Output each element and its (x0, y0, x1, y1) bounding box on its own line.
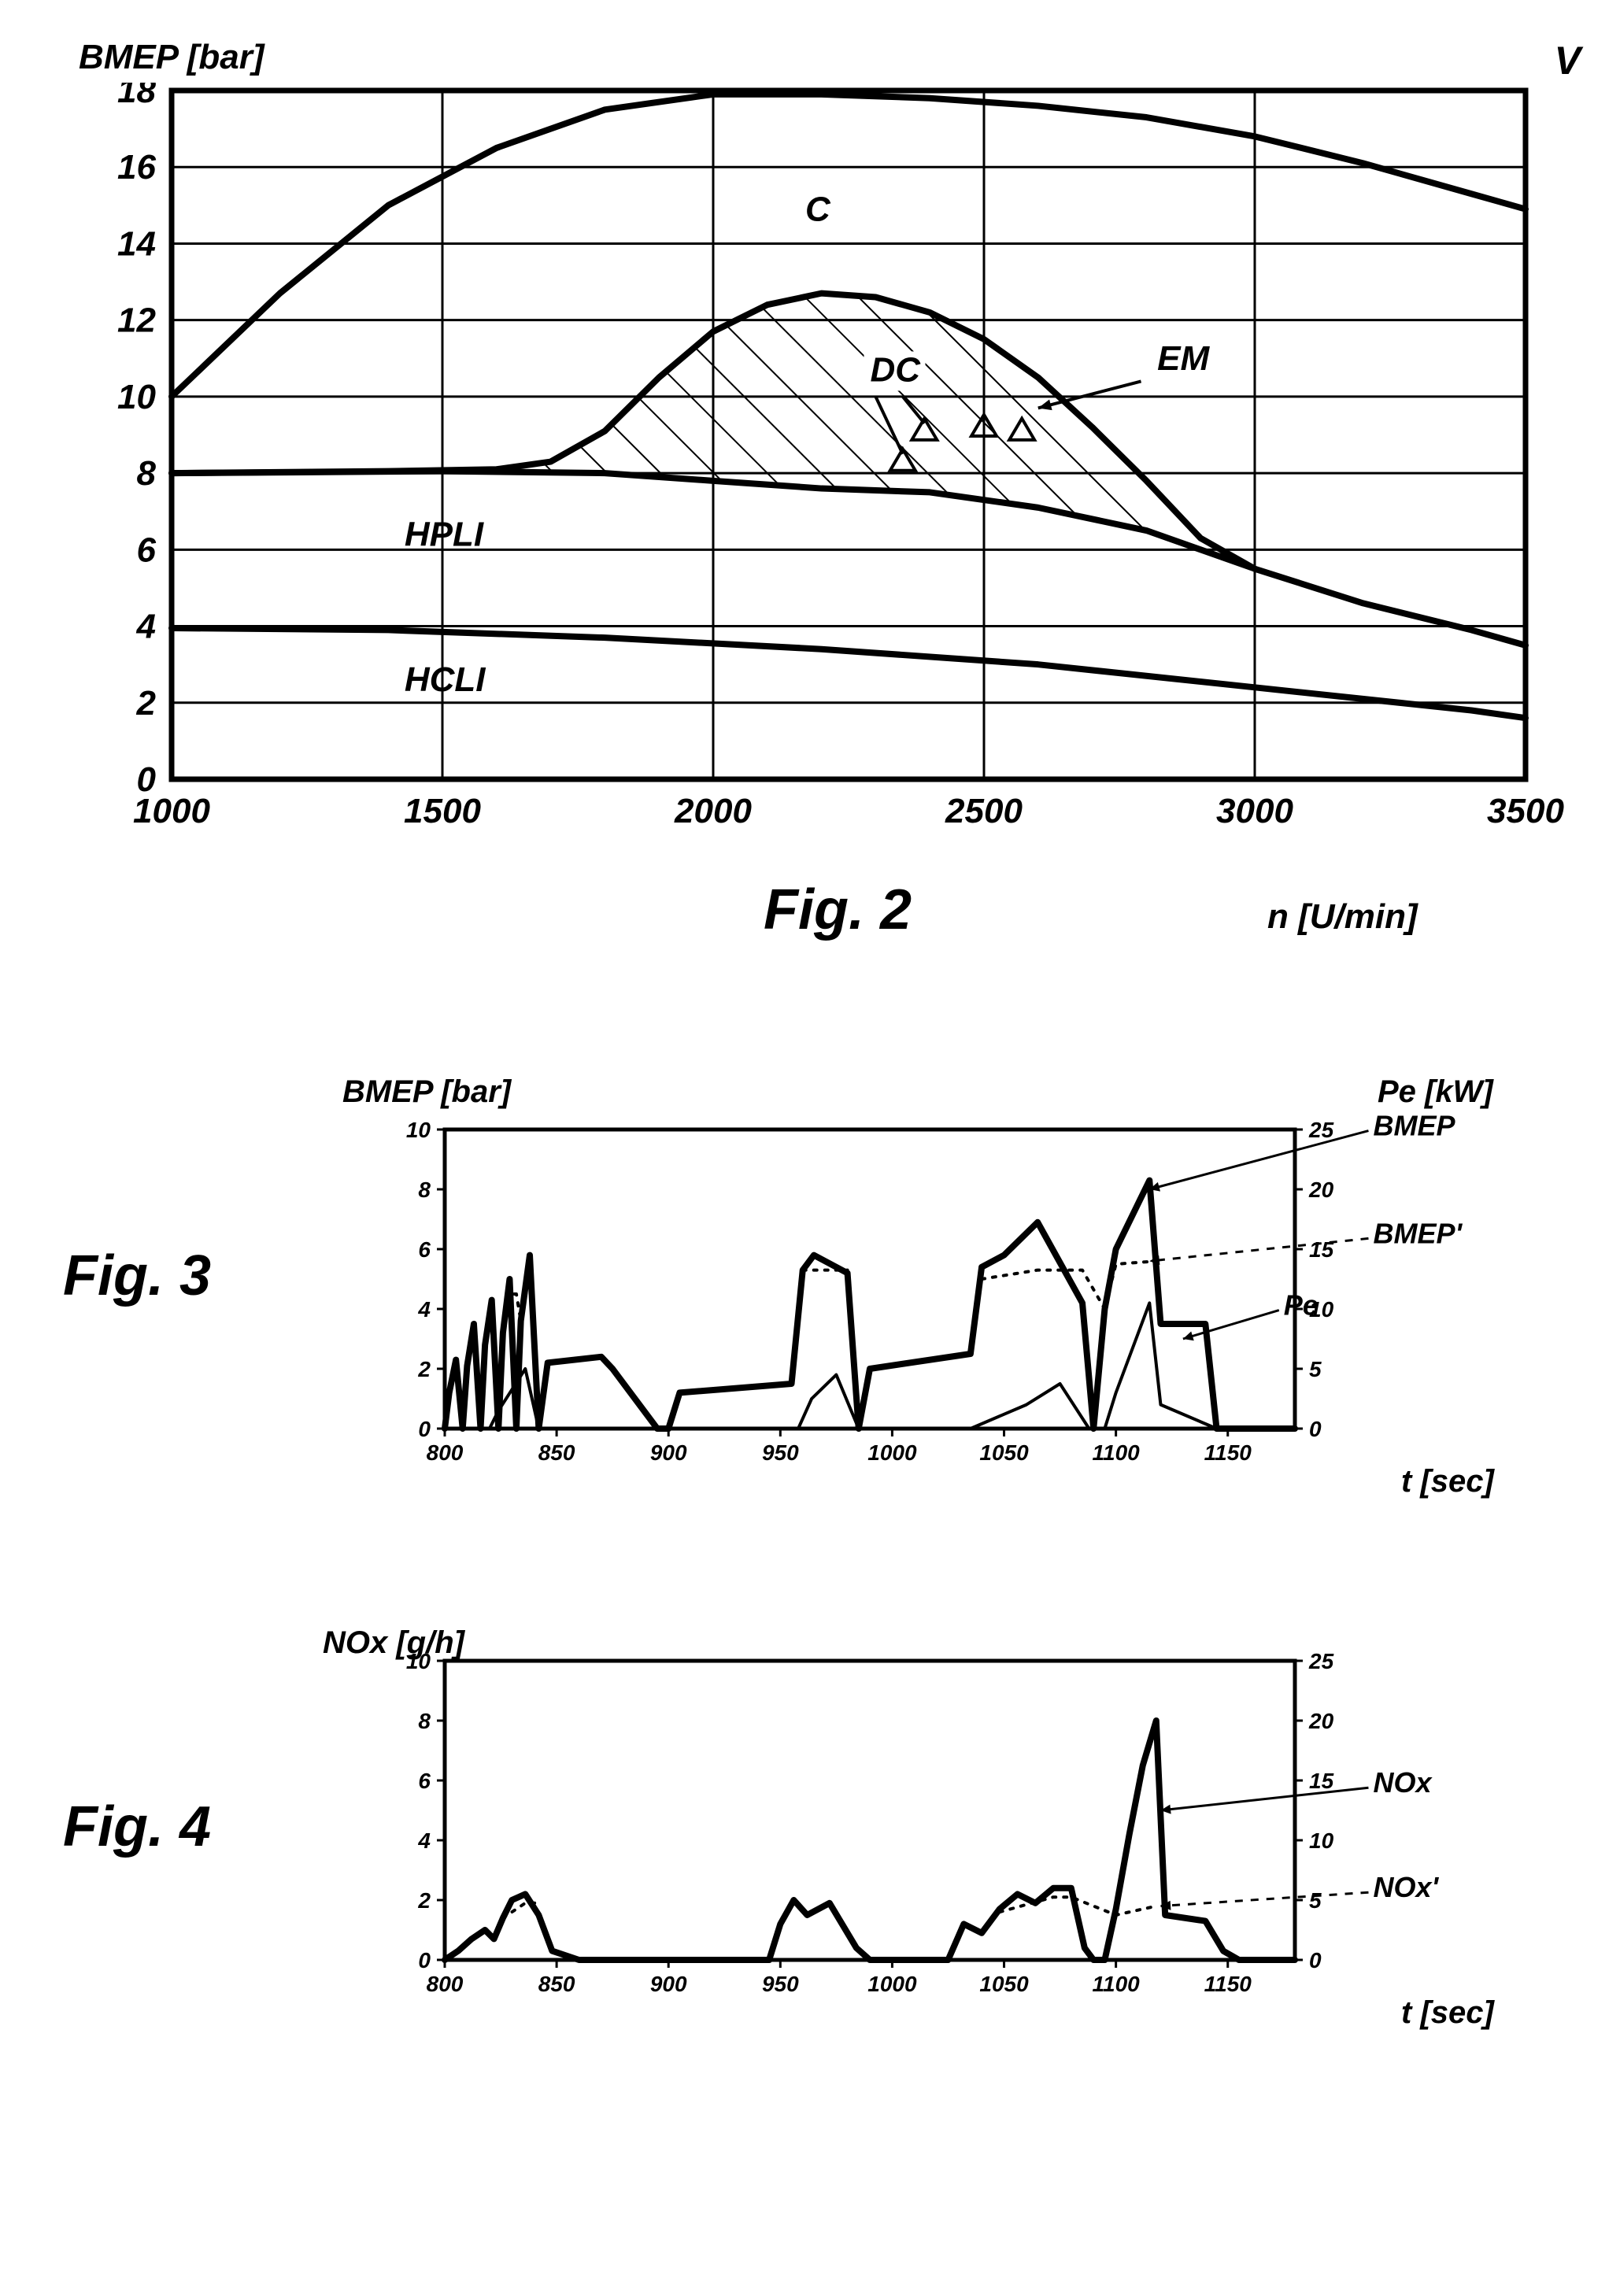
svg-text:1150: 1150 (1204, 1440, 1252, 1465)
fig2-v-label: V (1555, 38, 1581, 83)
svg-text:Pe: Pe (1284, 1289, 1319, 1322)
svg-text:1100: 1100 (1093, 1972, 1141, 1996)
svg-text:0: 0 (418, 1948, 431, 1972)
svg-text:14: 14 (117, 224, 156, 263)
svg-text:BMEP: BMEP (1373, 1110, 1455, 1142)
svg-text:850: 850 (538, 1972, 575, 1996)
fig4-title: Fig. 4 (63, 1795, 211, 1859)
svg-text:1000: 1000 (867, 1440, 917, 1465)
svg-text:25: 25 (1308, 1118, 1334, 1142)
fig3-container: BMEP [bar] Pe [kW] Fig. 3 80085090095010… (31, 1063, 1589, 1551)
svg-text:850: 850 (538, 1440, 575, 1465)
svg-text:8: 8 (137, 454, 157, 493)
fig3-ylabel-right: Pe [kW] (1378, 1074, 1493, 1110)
svg-text:1050: 1050 (979, 1440, 1029, 1465)
fig4-container: NOx [g/h] Fig. 4 80085090095010001050110… (31, 1621, 1589, 2094)
page: BMEP [bar] V CDCEMHPLIHCLI02468101214161… (31, 47, 1589, 2094)
svg-text:NOx': NOx' (1373, 1871, 1439, 1903)
svg-text:10: 10 (406, 1118, 431, 1142)
svg-text:1100: 1100 (1093, 1440, 1141, 1465)
svg-text:6: 6 (137, 531, 157, 569)
svg-text:900: 900 (650, 1440, 687, 1465)
svg-text:8: 8 (418, 1709, 431, 1733)
svg-text:2: 2 (417, 1357, 431, 1381)
fig2-plot: CDCEMHPLIHCLI024681012141618100015002000… (55, 83, 1566, 854)
svg-text:4: 4 (136, 608, 156, 646)
fig3-plot: 8008509009501000105011001150024681005101… (342, 1106, 1570, 1523)
svg-text:10: 10 (1309, 1828, 1334, 1853)
svg-text:3500: 3500 (1487, 792, 1564, 830)
svg-text:3000: 3000 (1216, 792, 1293, 830)
svg-text:5: 5 (1309, 1888, 1322, 1913)
svg-text:2500: 2500 (945, 792, 1023, 830)
fig3-ylabel-left: BMEP [bar] (342, 1074, 511, 1110)
svg-text:5: 5 (1309, 1357, 1322, 1381)
svg-text:10: 10 (117, 378, 156, 416)
svg-text:0: 0 (1309, 1417, 1322, 1441)
svg-text:25: 25 (1308, 1649, 1334, 1673)
svg-text:15: 15 (1309, 1769, 1334, 1793)
svg-text:4: 4 (417, 1297, 431, 1322)
fig2-container: BMEP [bar] V CDCEMHPLIHCLI02468101214161… (31, 47, 1589, 992)
svg-text:2000: 2000 (674, 792, 752, 830)
svg-text:EM: EM (1157, 339, 1210, 378)
svg-text:10: 10 (406, 1649, 431, 1673)
svg-text:HCLI: HCLI (405, 660, 486, 699)
svg-text:0: 0 (1309, 1948, 1322, 1972)
svg-text:6: 6 (418, 1769, 431, 1793)
fig2-xlabel: n [U/min] (1267, 897, 1418, 937)
svg-text:800: 800 (427, 1440, 464, 1465)
svg-text:800: 800 (427, 1972, 464, 1996)
svg-text:8: 8 (418, 1178, 431, 1202)
svg-text:950: 950 (762, 1440, 799, 1465)
svg-text:15: 15 (1309, 1237, 1334, 1262)
svg-text:0: 0 (418, 1417, 431, 1441)
svg-text:NOx: NOx (1373, 1766, 1433, 1799)
svg-text:16: 16 (117, 148, 156, 187)
svg-text:12: 12 (117, 301, 156, 340)
svg-text:HPLI: HPLI (405, 515, 484, 553)
svg-text:C: C (805, 190, 831, 228)
svg-text:20: 20 (1308, 1709, 1334, 1733)
svg-text:1000: 1000 (133, 792, 210, 830)
fig4-xlabel: t [sec] (1401, 1995, 1494, 2031)
svg-text:950: 950 (762, 1972, 799, 1996)
fig3-title: Fig. 3 (63, 1244, 211, 1308)
svg-text:2: 2 (417, 1888, 431, 1913)
svg-text:1150: 1150 (1204, 1972, 1252, 1996)
fig2-title: Fig. 2 (764, 878, 912, 942)
svg-text:2: 2 (136, 684, 157, 723)
svg-text:1050: 1050 (979, 1972, 1029, 1996)
svg-text:900: 900 (650, 1972, 687, 1996)
svg-text:1500: 1500 (404, 792, 481, 830)
fig3-xlabel: t [sec] (1401, 1464, 1494, 1499)
svg-text:20: 20 (1308, 1178, 1334, 1202)
svg-text:6: 6 (418, 1237, 431, 1262)
svg-text:DC: DC (871, 350, 922, 389)
svg-text:1000: 1000 (867, 1972, 917, 1996)
fig4-plot: 800 850 900 950 1000 1050 1100 1150 0 2 4 6 8 10 0 5 10 1… (342, 1637, 1570, 2054)
svg-text:18: 18 (117, 83, 156, 110)
svg-text:4: 4 (417, 1828, 431, 1853)
fig2-ylabel: BMEP [bar] (79, 38, 264, 77)
svg-text:BMEP': BMEP' (1373, 1217, 1463, 1249)
